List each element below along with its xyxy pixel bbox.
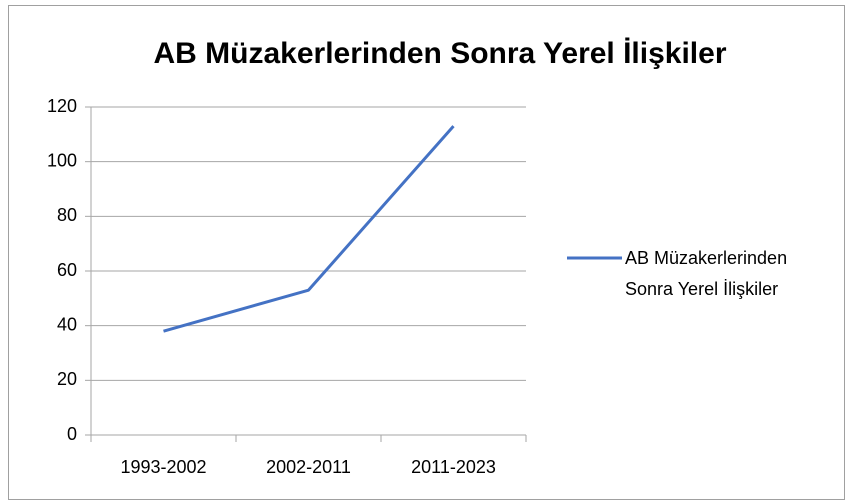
line-series bbox=[163, 125, 455, 333]
y-tick-label: 80 bbox=[57, 205, 77, 225]
x-tick-label: 2002-2011 bbox=[266, 457, 351, 477]
y-tick-label: 0 bbox=[67, 424, 77, 444]
y-tick-label: 20 bbox=[57, 369, 77, 389]
y-tick-label: 60 bbox=[57, 260, 77, 280]
x-tick-label: 2011-2023 bbox=[411, 457, 496, 477]
chart-title: AB Müzakerlerinden Sonra Yerel İlişkiler bbox=[153, 37, 726, 70]
x-tick-label: 1993-2002 bbox=[120, 457, 206, 477]
legend-label: AB Müzakerlerinden Sonra Yerel İlişkiler bbox=[625, 248, 788, 299]
y-tick-label: 100 bbox=[47, 150, 77, 170]
y-tick-label: 120 bbox=[47, 96, 77, 116]
chart-frame bbox=[8, 5, 845, 500]
y-tick-label: 40 bbox=[57, 314, 77, 334]
